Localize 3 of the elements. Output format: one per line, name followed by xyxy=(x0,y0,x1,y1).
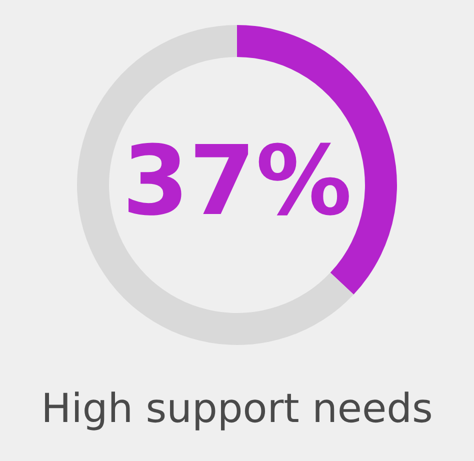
data-label: 37% xyxy=(122,125,352,237)
text: High support needs xyxy=(41,386,433,432)
donut-slice xyxy=(77,25,354,345)
